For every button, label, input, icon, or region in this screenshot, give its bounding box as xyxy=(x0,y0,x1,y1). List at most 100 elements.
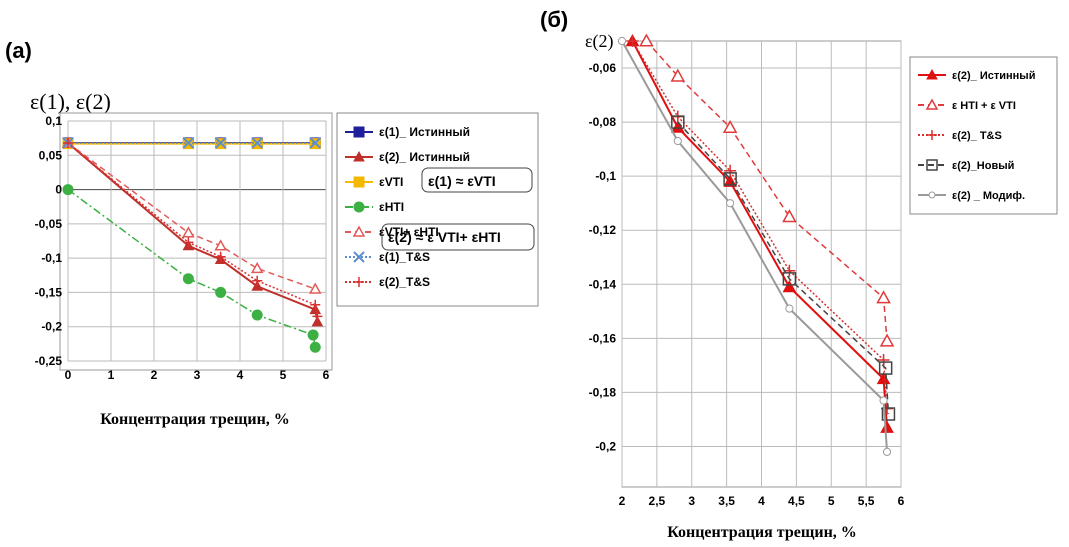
legend-marker xyxy=(926,68,938,80)
legend-marker xyxy=(352,225,366,237)
data-point xyxy=(881,407,896,421)
legend-label: ε(2)_ T&S xyxy=(952,130,1002,142)
y-tick-label: -0,16 xyxy=(589,331,617,345)
data-point xyxy=(182,226,195,238)
panel-a-y-ticks: 0,1 0,05 0 -0,05 -0,1 -0,15 -0,2 -0,25 xyxy=(35,114,63,368)
annotation-2: ε(2) ≈ ε VTI+ εHTI xyxy=(388,229,501,245)
series-line xyxy=(631,40,888,409)
legend-marker xyxy=(354,277,364,287)
y-tick-label: 0,05 xyxy=(39,148,63,162)
x-tick-label: 4 xyxy=(237,368,244,382)
panel-a-x-label: Концентрация трещин, % xyxy=(100,411,290,428)
data-point xyxy=(182,137,195,149)
legend-marker xyxy=(927,130,937,140)
legend-label: ε(2)_ Истинный xyxy=(952,70,1035,82)
y-tick-label: -0,2 xyxy=(595,439,616,453)
data-point xyxy=(782,209,797,223)
data-point xyxy=(879,333,895,347)
x-tick-label: 6 xyxy=(898,494,905,508)
y-tick-label: -0,18 xyxy=(589,385,617,399)
panel-b-x-label: Концентрация трещин, % xyxy=(667,524,857,541)
series-line xyxy=(67,142,316,290)
data-point xyxy=(879,396,888,405)
data-point xyxy=(626,35,639,47)
x-tick-label: 2 xyxy=(151,368,158,382)
data-point xyxy=(723,172,737,186)
panel-a: (a) ε(1), ε(2) 0,1 0,05 0 -0,05 -0,1 -0,15 -0,… xyxy=(5,38,539,428)
data-point xyxy=(880,420,894,433)
x-tick-label: 0 xyxy=(65,368,72,382)
data-point xyxy=(250,261,264,274)
data-point xyxy=(726,199,735,208)
data-point xyxy=(310,299,321,310)
x-tick-label: 3 xyxy=(194,368,201,382)
series-line xyxy=(67,142,319,317)
series-line xyxy=(645,40,888,342)
legend-label: εHTI xyxy=(379,200,404,214)
y-tick-label: 0 xyxy=(55,183,62,197)
x-tick-label: 3 xyxy=(688,494,695,508)
annotation-box-1 xyxy=(421,167,533,193)
data-point xyxy=(252,275,263,286)
y-tick-label: -0,15 xyxy=(35,285,63,299)
data-point xyxy=(63,137,73,148)
annotation-box-2 xyxy=(381,223,535,251)
data-point xyxy=(876,290,891,304)
panel-a-series xyxy=(61,136,324,353)
legend-marker xyxy=(928,191,936,199)
legend-label: ε(2)_ Истинный xyxy=(379,150,470,164)
y-tick-label: -0,12 xyxy=(589,223,617,237)
panel-a-frame xyxy=(59,112,333,371)
data-point xyxy=(214,137,227,149)
panel-b-y-ticks: -0,06 -0,08 -0,1 -0,12 -0,14 -0,16 -0,18 -0,2 xyxy=(589,61,617,453)
data-point xyxy=(724,164,737,177)
panel-b-grid xyxy=(621,41,902,487)
data-point xyxy=(309,341,321,353)
data-point xyxy=(671,115,685,129)
legend-marker xyxy=(353,126,365,138)
legend-marker xyxy=(353,251,365,263)
panel-b-legend-items: ε(2)_ Истинный ε HTI + ε VTI ε(2)_ T&S ε(2)… xyxy=(918,68,1035,202)
data-point xyxy=(878,361,893,375)
x-tick-label: 2,5 xyxy=(649,494,666,508)
data-point xyxy=(214,239,227,251)
panel-a-legend-items: ε(1)_ Истинный ε(2)_ Истинный εVTI εHTI εVTI… xyxy=(345,125,470,289)
x-tick-label: 5 xyxy=(828,494,835,508)
panel-b-x-ticks: 2 2,5 3 3,5 4 4,5 5 5,5 6 xyxy=(619,494,905,508)
legend-label: ε(2)_T&S xyxy=(379,275,430,289)
data-point xyxy=(308,282,322,294)
legend-marker xyxy=(353,201,365,213)
y-tick-label: -0,1 xyxy=(595,169,616,183)
series-line xyxy=(621,40,889,452)
y-tick-label: -0,05 xyxy=(35,217,63,231)
data-point xyxy=(312,311,323,322)
data-point xyxy=(722,119,738,134)
data-point xyxy=(215,251,226,262)
series-line xyxy=(677,121,890,415)
y-tick-label: -0,25 xyxy=(35,354,63,368)
y-tick-label: -0,2 xyxy=(41,320,62,334)
data-point xyxy=(617,36,627,46)
panel-b-series xyxy=(617,33,896,456)
panel-a-label: (a) xyxy=(5,38,32,63)
series-line xyxy=(67,142,319,323)
legend-label: ε(2)_Новый xyxy=(952,160,1014,172)
series-line xyxy=(67,188,316,348)
data-point xyxy=(183,237,194,248)
data-point xyxy=(182,273,194,285)
y-tick-label: -0,1 xyxy=(41,251,62,265)
panel-b-label: (б) xyxy=(540,7,568,32)
panel-a-legend xyxy=(336,112,539,307)
x-tick-label: 3,5 xyxy=(718,494,735,508)
x-tick-label: 5,5 xyxy=(858,494,875,508)
x-tick-label: 1 xyxy=(108,368,115,382)
data-point xyxy=(882,447,892,456)
data-point xyxy=(782,272,797,286)
data-point xyxy=(673,136,682,146)
legend-label: ε(1)_ Истинный xyxy=(379,125,470,139)
panel-a-y-title: ε(1), ε(2) xyxy=(30,89,111,114)
legend-marker xyxy=(353,150,365,162)
panel-a-x-ticks: 0 1 2 3 4 5 6 xyxy=(65,368,330,382)
x-tick-label: 6 xyxy=(323,368,330,382)
x-tick-label: 2 xyxy=(619,494,626,508)
